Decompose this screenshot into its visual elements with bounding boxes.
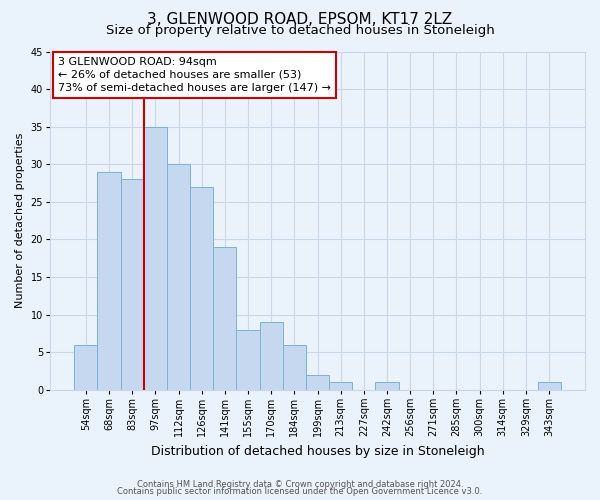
Text: 3 GLENWOOD ROAD: 94sqm
← 26% of detached houses are smaller (53)
73% of semi-det: 3 GLENWOOD ROAD: 94sqm ← 26% of detached… <box>58 56 331 93</box>
Bar <box>538 382 560 390</box>
Bar <box>121 180 144 390</box>
Bar <box>74 344 97 390</box>
Text: Contains public sector information licensed under the Open Government Licence v3: Contains public sector information licen… <box>118 488 482 496</box>
Text: Size of property relative to detached houses in Stoneleigh: Size of property relative to detached ho… <box>106 24 494 37</box>
X-axis label: Distribution of detached houses by size in Stoneleigh: Distribution of detached houses by size … <box>151 444 484 458</box>
Bar <box>190 187 213 390</box>
Bar <box>97 172 121 390</box>
Bar <box>283 344 306 390</box>
Bar <box>329 382 352 390</box>
Bar <box>213 247 236 390</box>
Text: 3, GLENWOOD ROAD, EPSOM, KT17 2LZ: 3, GLENWOOD ROAD, EPSOM, KT17 2LZ <box>148 12 452 28</box>
Bar <box>236 330 260 390</box>
Bar <box>167 164 190 390</box>
Bar <box>144 126 167 390</box>
Bar <box>306 374 329 390</box>
Text: Contains HM Land Registry data © Crown copyright and database right 2024.: Contains HM Land Registry data © Crown c… <box>137 480 463 489</box>
Bar <box>376 382 398 390</box>
Bar <box>260 322 283 390</box>
Y-axis label: Number of detached properties: Number of detached properties <box>15 133 25 308</box>
